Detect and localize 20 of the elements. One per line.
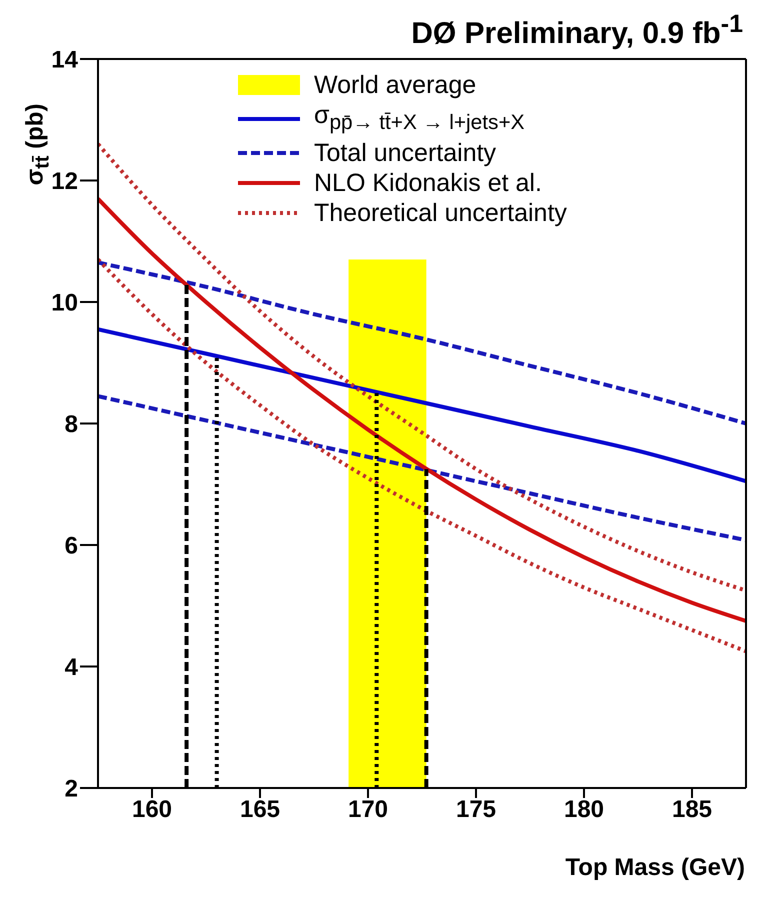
y-tick-label: 4 xyxy=(64,654,79,682)
x-tick-label: 160 xyxy=(132,796,172,824)
y-tick-label: 10 xyxy=(51,290,78,317)
x-tick-label: 180 xyxy=(564,796,604,824)
legend-label: Theoretical uncertainty xyxy=(314,198,567,228)
legend-label: Total uncertainty xyxy=(314,138,496,168)
legend-label: World average xyxy=(314,70,476,100)
y-tick-label: 8 xyxy=(64,411,78,438)
x-tick-label: 185 xyxy=(672,796,712,824)
x-tick-label: 175 xyxy=(456,796,496,824)
y-tick-label: 2 xyxy=(64,776,78,803)
y-tick-label: 12 xyxy=(51,168,78,196)
legend-label: NLO Kidonakis et al. xyxy=(314,168,542,198)
x-axis-title: Top Mass (GeV) xyxy=(565,854,745,882)
chart-title: DØ Preliminary, 0.9 fb$^{-1}$ xyxy=(411,10,743,51)
x-tick-label: 165 xyxy=(240,796,280,824)
x-tick-label: 170 xyxy=(348,796,388,824)
legend-label: σ$_{pp̄→ tt̄+X → l+jets+X}$ xyxy=(314,100,525,136)
y-tick-label: 6 xyxy=(64,532,78,560)
y-tick-label: 14 xyxy=(51,46,79,74)
